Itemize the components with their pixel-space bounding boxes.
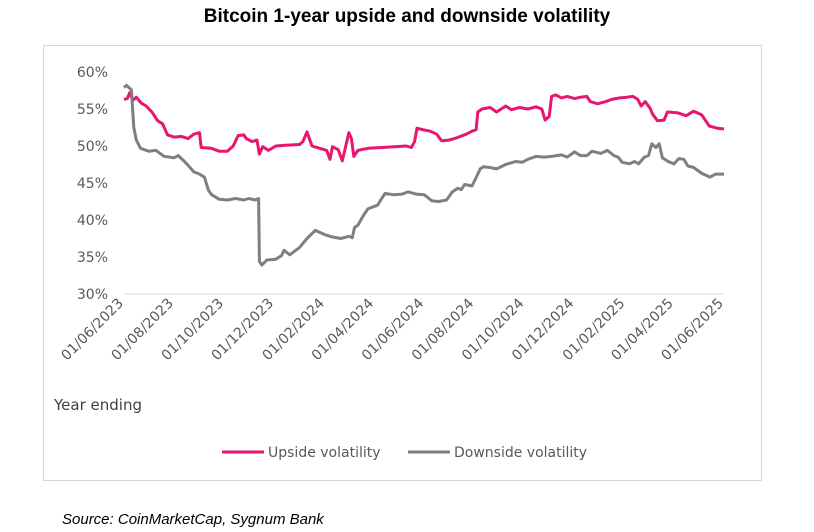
- y-tick-label: 60%: [77, 65, 108, 81]
- y-tick-label: 55%: [77, 102, 108, 118]
- series-line-downside-volatility: [123, 83, 724, 267]
- legend-label: Downside volatility: [454, 445, 587, 461]
- y-tick-label: 50%: [77, 139, 108, 155]
- x-axis: 01/06/202301/08/202301/10/202301/12/2023…: [58, 293, 727, 364]
- series-line-upside-volatility: [123, 91, 725, 163]
- chart-frame: [43, 45, 762, 481]
- x-axis-label: Year ending: [53, 396, 142, 414]
- chart-plot: 30% 35% 40% 45% 50% 55% 60% 01/06/202301/08/20…: [53, 65, 727, 461]
- y-tick-label: 35%: [77, 250, 108, 266]
- source-note: Source: CoinMarketCap, Sygnum Bank: [62, 511, 324, 528]
- y-tick-label: 30%: [77, 287, 108, 303]
- series-lines: [123, 83, 725, 267]
- legend-label: Upside volatility: [268, 445, 381, 461]
- chart-title: Bitcoin 1-year upside and downside volat…: [203, 6, 611, 27]
- y-axis: 30% 35% 40% 45% 50% 55% 60%: [77, 65, 108, 303]
- legend: Upside volatility Downside volatility: [222, 445, 587, 461]
- y-tick-label: 40%: [77, 213, 108, 229]
- y-tick-label: 45%: [77, 176, 108, 192]
